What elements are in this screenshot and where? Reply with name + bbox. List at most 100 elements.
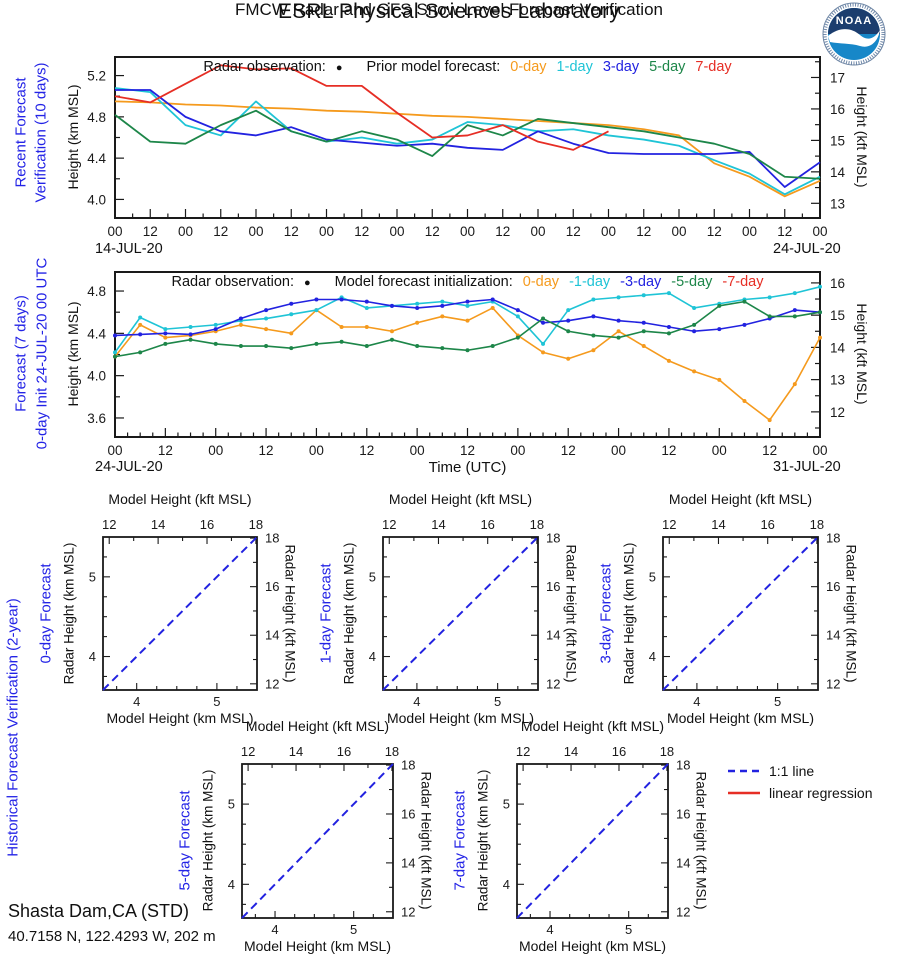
station-name: Shasta Dam,CA (STD) [8,901,190,921]
scatter-legend-row: 1:1 line [727,763,873,779]
svg-text:4: 4 [503,877,510,892]
svg-text:4: 4 [133,694,140,709]
svg-text:00: 00 [389,224,404,239]
svg-text:14: 14 [826,628,840,643]
svg-text:4.4: 4.4 [87,151,106,166]
scatter-top-axis-title: Model Height (kft MSL) [520,718,665,734]
axes [663,537,818,690]
svg-text:5: 5 [228,797,235,812]
svg-text:16: 16 [830,276,845,291]
forecast-legend: Radar observation: ● Model forecast initia… [115,274,820,290]
svg-text:14: 14 [289,744,303,759]
svg-text:12: 12 [359,443,374,458]
svg-text:4.0: 4.0 [87,192,106,207]
forecast-plot-canvas: 3.6 4.0 4.4 4.8 12 13 14 15 16 00 12 00 12 00 12 00 12 00… [87,271,846,458]
svg-text:00: 00 [812,443,827,458]
scatter-panel-3-day-forecast: 4 4 5 5 12 12 14 14 16 16 18 18 Model Height (kft MS… [598,491,859,726]
svg-text:00: 00 [611,443,626,458]
svg-text:5: 5 [89,569,96,584]
svg-text:5: 5 [369,569,376,584]
svg-text:14: 14 [546,628,560,643]
series-0-day [113,305,822,423]
scatter-right-axis-title: Radar Height (kft MSL) [282,543,298,683]
svg-text:00: 00 [671,224,686,239]
svg-text:5: 5 [213,694,220,709]
svg-text:00: 00 [460,224,475,239]
recent-yaxis-right-title: Height (kft MSL) [854,86,870,188]
svg-text:12: 12 [662,517,676,532]
svg-text:00: 00 [410,443,425,458]
svg-text:12: 12 [707,224,722,239]
svg-text:4: 4 [413,694,420,709]
svg-text:14: 14 [711,517,725,532]
scatter-left-axis-title: Radar Height (km MSL) [341,542,357,684]
forecast-yaxis-left-title: Height (km MSL) [65,301,81,407]
svg-text:18: 18 [249,517,263,532]
axes [114,61,821,218]
svg-text:5: 5 [774,694,781,709]
scatter-legend: 1:1 line linear regression [727,763,873,801]
forecast-yaxis-right-title: Height (kft MSL) [854,303,870,405]
svg-text:12: 12 [213,224,228,239]
scatter-right-axis-title: Radar Height (kft MSL) [693,771,709,910]
svg-text:00: 00 [510,443,525,458]
scatter-panel-7-day-forecast: 4 4 5 5 12 12 14 14 16 16 18 18 Model Height (kft MS… [452,718,709,954]
page-subtitle: FMCW Radar and GFS Snow Level Forecast V… [235,0,663,19]
one-to-one-line [516,763,669,919]
scatter-legend-label: linear regression [769,785,873,801]
svg-text:12: 12 [826,676,840,691]
radar-dot-icon: ● [335,62,343,74]
svg-text:00: 00 [208,443,223,458]
svg-text:12: 12 [546,676,560,691]
svg-text:16: 16 [480,517,494,532]
svg-text:12: 12 [241,744,255,759]
scatter-bottom-axis-title: Model Height (km MSL) [666,710,815,726]
legend-item-7-day: 7-day [695,59,732,75]
forecast-chart: 3.6 4.0 4.4 4.8 12 13 14 15 16 00 12 00 12 00 12 00 12 00… [87,271,846,458]
scatter-legend-row: linear regression [727,785,873,801]
svg-text:12: 12 [158,443,173,458]
svg-text:12: 12 [401,904,415,919]
forecast-side-label-1: Forecast (7 days) [12,295,30,412]
svg-text:16: 16 [265,579,279,594]
svg-text:12: 12 [259,443,274,458]
svg-text:12: 12 [265,676,279,691]
svg-text:12: 12 [762,443,777,458]
scatter-left-axis-title: Radar Height (km MSL) [621,542,637,684]
svg-text:4: 4 [369,649,376,664]
svg-text:15: 15 [830,133,845,148]
scatter-top-axis-title: Model Height (kft MSL) [245,718,390,734]
svg-text:00: 00 [319,224,334,239]
scatter-left-axis-title: Radar Height (km MSL) [200,769,216,912]
svg-text:00: 00 [107,224,122,239]
legend-item-5-day: 5-day [649,59,686,75]
svg-text:16: 16 [676,806,690,821]
svg-text:5: 5 [625,922,632,937]
noaa-text: NOAA [836,15,872,27]
svg-text:14: 14 [676,855,690,870]
svg-text:00: 00 [107,443,122,458]
station-coords: 40.7158 N, 122.4293 W, 202 m [8,928,216,945]
legend-item-1-day: 1-day [556,59,593,75]
svg-text:18: 18 [660,744,674,759]
svg-text:18: 18 [385,744,399,759]
tick-labels: 4.0 4.4 4.8 5.2 13 14 15 16 17 00 12 00 12 00 12 00 12 00… [87,69,845,239]
svg-text:4: 4 [271,922,278,937]
svg-text:12: 12 [143,224,158,239]
svg-text:14: 14 [151,517,165,532]
solid-line-sample [728,791,760,795]
svg-text:3.6: 3.6 [87,411,106,426]
svg-text:12: 12 [354,224,369,239]
svg-text:16: 16 [826,579,840,594]
svg-text:12: 12 [676,904,690,919]
scatter-panel-1-day-forecast: 4 4 5 5 12 12 14 14 16 16 18 18 Model Height (kft MS… [318,491,579,726]
scatter-right-axis-title: Radar Height (kft MSL) [418,771,434,910]
svg-text:00: 00 [812,224,827,239]
forecast-xaxis-title: Time (UTC) [428,459,507,476]
svg-text:14: 14 [830,340,846,355]
noaa-ring-text [823,3,885,65]
